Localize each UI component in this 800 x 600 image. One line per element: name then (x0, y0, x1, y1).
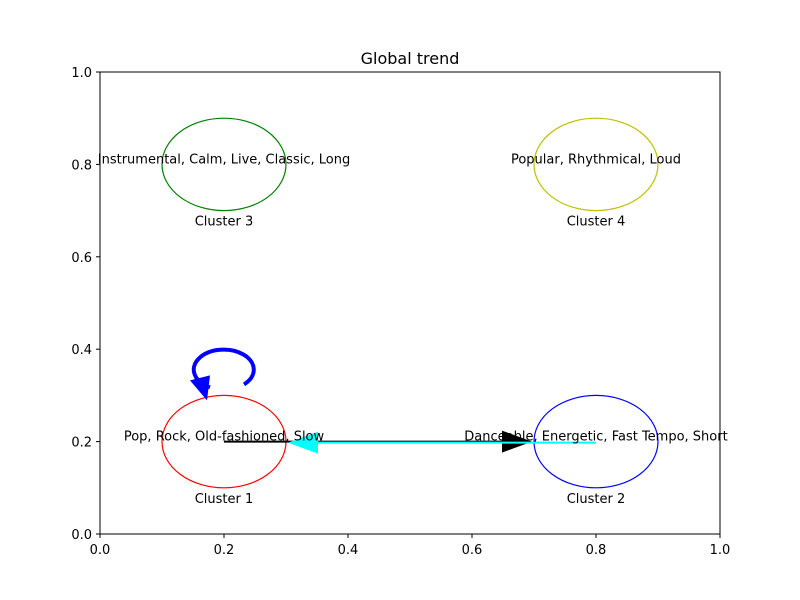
y-tick-label: 0.8 (71, 158, 92, 173)
x-tick-label: 0.0 (90, 543, 111, 558)
cluster-2-name: Cluster 2 (567, 492, 626, 507)
x-tick-label: 0.4 (338, 543, 359, 558)
transition-arrow-head (288, 431, 318, 454)
cluster-3-description: Instrumental, Calm, Live, Classic, Long (98, 152, 350, 167)
axes-frame (99, 71, 721, 535)
y-tick-label: 0.2 (71, 436, 92, 451)
cluster-3-circle (161, 117, 287, 212)
y-tick-label: 0.4 (71, 343, 92, 358)
cluster-labels: Pop, Rock, Old-fashioned, Slow Cluster 1 D… (98, 152, 728, 506)
self-loop-arrow-line (191, 347, 256, 390)
cluster-4-circle (533, 117, 659, 212)
self-loop-arrow-head (190, 375, 210, 401)
y-tick-label: 1.0 (71, 66, 92, 81)
cluster-2-description: Danceable, Energetic, Fast Tempo, Short (464, 430, 727, 445)
axes: 0.0 0.2 0.4 0.6 0.8 1.0 0.0 0.2 0.4 0.6 0.8 1.0 (71, 66, 730, 558)
chart-title: Global trend (361, 49, 460, 68)
x-tick-label: 0.2 (214, 543, 235, 558)
cluster-1-name: Cluster 1 (195, 492, 254, 507)
cluster-3-name: Cluster 3 (195, 215, 254, 230)
cluster-1-description: Pop, Rock, Old-fashioned, Slow (124, 430, 325, 445)
transitions (190, 347, 596, 454)
x-tick-label: 0.6 (462, 543, 483, 558)
y-tick-label: 0.0 (71, 528, 92, 543)
x-tick-label: 1.0 (710, 543, 731, 558)
x-tick-label: 0.8 (586, 543, 607, 558)
cluster-4-name: Cluster 4 (567, 215, 626, 230)
y-tick-label: 0.6 (71, 251, 92, 266)
cluster-4-description: Popular, Rhythmical, Loud (511, 152, 681, 167)
